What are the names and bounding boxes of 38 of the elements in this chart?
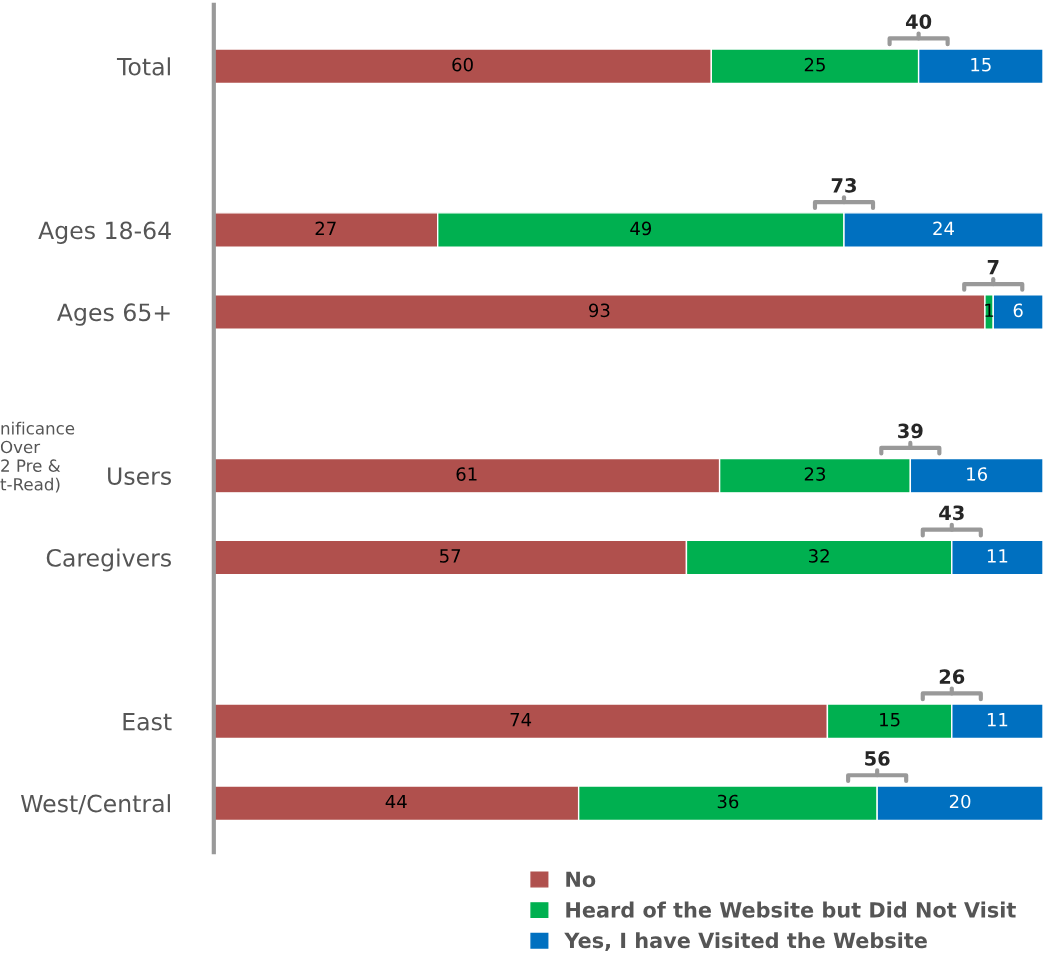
y-tick-label: West/Central <box>20 794 170 815</box>
data-label: 61 <box>456 467 477 481</box>
legend-label: No <box>566 871 596 888</box>
annotation: 73 <box>831 177 856 193</box>
annotation: 26 <box>939 669 965 684</box>
annotation: 39 <box>898 423 923 439</box>
annotation: 7 <box>987 260 999 275</box>
data-label: 23 <box>804 467 826 481</box>
data-label: 27 <box>315 221 336 235</box>
legend-label: Heard of the Website but Did Not Visit <box>566 901 1016 918</box>
data-label: 11 <box>987 713 1008 727</box>
data-label: 15 <box>880 713 900 727</box>
data-label: 11 <box>987 549 1008 563</box>
data-label: 20 <box>949 794 971 809</box>
data-label: 25 <box>804 57 825 72</box>
data-label: 49 <box>630 221 652 236</box>
data-label: 6 <box>1013 303 1023 318</box>
data-label: 74 <box>510 713 532 727</box>
y-tick-label: East <box>123 713 172 731</box>
y-tick-label: Users <box>108 467 171 485</box>
annotation: 56 <box>865 751 890 766</box>
data-label: 57 <box>440 549 461 563</box>
annotation: 43 <box>939 505 964 521</box>
y-tick-label: Total <box>116 57 170 76</box>
text: nificance Over 2 Pre & t-Read) <box>0 421 75 493</box>
data-label: 36 <box>717 794 739 809</box>
data-label: 32 <box>809 549 829 563</box>
y-tick-label: Ages 65+ <box>57 303 170 326</box>
data-label: 15 <box>971 58 991 72</box>
legend-label: Yes, I have Visited the Website <box>564 932 927 951</box>
data-label: 16 <box>967 467 988 481</box>
annotation: 40 <box>905 14 932 29</box>
y-tick-label: Ages 18-64 <box>38 221 171 244</box>
y-tick-label: Caregivers <box>46 548 171 572</box>
data-label: 93 <box>589 303 610 318</box>
data-label: 24 <box>933 221 954 235</box>
data-label: 60 <box>452 57 473 72</box>
data-label: 44 <box>385 794 407 809</box>
